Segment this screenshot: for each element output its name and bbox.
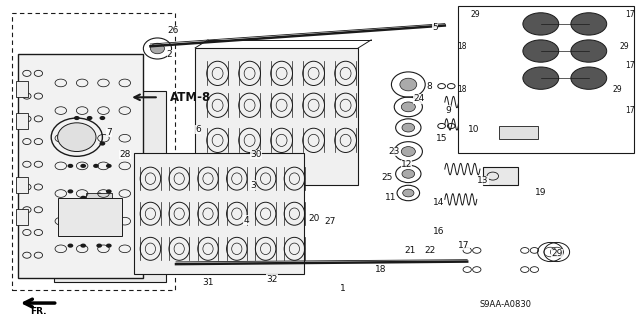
- Text: 32: 32: [266, 275, 278, 284]
- Text: S9AA-A0830: S9AA-A0830: [479, 300, 532, 309]
- Text: 10: 10: [468, 125, 479, 134]
- Ellipse shape: [402, 123, 415, 132]
- Text: 22: 22: [424, 246, 436, 255]
- Bar: [12, 13, 175, 290]
- Bar: [16, 113, 28, 129]
- Text: 20: 20: [308, 214, 319, 223]
- Bar: [16, 177, 28, 193]
- Text: 28: 28: [119, 150, 131, 159]
- Bar: [483, 167, 518, 185]
- Ellipse shape: [74, 142, 79, 145]
- Text: 16: 16: [433, 227, 444, 236]
- Ellipse shape: [523, 13, 559, 35]
- Text: 9: 9: [445, 106, 451, 115]
- Bar: [195, 48, 358, 185]
- Ellipse shape: [106, 189, 112, 193]
- Ellipse shape: [403, 189, 414, 197]
- Ellipse shape: [81, 244, 86, 248]
- Text: 29: 29: [470, 10, 480, 19]
- Ellipse shape: [150, 43, 164, 54]
- Text: 29: 29: [619, 42, 629, 51]
- Text: 29: 29: [612, 85, 623, 94]
- Ellipse shape: [100, 116, 105, 120]
- Text: 2: 2: [167, 50, 172, 59]
- Bar: [16, 209, 28, 225]
- Text: 11: 11: [385, 193, 396, 202]
- Text: 5: 5: [433, 23, 438, 32]
- Ellipse shape: [87, 116, 93, 120]
- Ellipse shape: [571, 40, 607, 62]
- Text: 24: 24: [413, 94, 425, 103]
- Ellipse shape: [401, 102, 415, 112]
- Text: FR.: FR.: [30, 307, 47, 316]
- Text: 23: 23: [388, 147, 399, 156]
- Ellipse shape: [74, 116, 79, 120]
- Ellipse shape: [523, 67, 559, 89]
- Bar: [54, 91, 166, 282]
- Ellipse shape: [81, 218, 86, 222]
- Text: 25: 25: [381, 173, 393, 182]
- Ellipse shape: [106, 244, 112, 248]
- Text: 18: 18: [458, 42, 467, 51]
- Ellipse shape: [97, 218, 102, 222]
- Text: 4: 4: [244, 216, 249, 225]
- Text: 15: 15: [436, 134, 447, 143]
- Text: 12: 12: [401, 160, 412, 169]
- Ellipse shape: [97, 244, 102, 248]
- Ellipse shape: [68, 164, 73, 168]
- Ellipse shape: [68, 189, 73, 193]
- Text: 17: 17: [625, 10, 636, 19]
- Text: 17: 17: [458, 241, 470, 250]
- Text: 18: 18: [375, 265, 387, 274]
- Text: 8: 8: [426, 82, 431, 91]
- Text: 26: 26: [167, 26, 179, 35]
- Text: 1: 1: [340, 284, 345, 293]
- Text: 17: 17: [625, 61, 636, 70]
- Ellipse shape: [571, 13, 607, 35]
- Text: ATM-8: ATM-8: [170, 91, 211, 104]
- Ellipse shape: [523, 40, 559, 62]
- Ellipse shape: [106, 164, 112, 168]
- Ellipse shape: [400, 78, 417, 91]
- Text: 7: 7: [106, 128, 111, 137]
- Text: 19: 19: [535, 189, 547, 197]
- Ellipse shape: [401, 147, 415, 156]
- Text: 30: 30: [250, 150, 262, 159]
- Ellipse shape: [100, 142, 105, 145]
- Text: 6: 6: [196, 125, 201, 134]
- Ellipse shape: [571, 67, 607, 89]
- Ellipse shape: [81, 164, 86, 168]
- Ellipse shape: [402, 169, 415, 178]
- Text: 13: 13: [477, 176, 489, 185]
- Ellipse shape: [87, 142, 93, 145]
- Text: 17: 17: [625, 106, 636, 115]
- Bar: [58, 198, 122, 236]
- Ellipse shape: [97, 192, 102, 197]
- Text: 27: 27: [324, 217, 335, 226]
- Bar: [499, 126, 538, 139]
- Text: 18: 18: [458, 85, 467, 94]
- Bar: [86, 193, 112, 207]
- Text: 3: 3: [250, 181, 255, 189]
- Text: 29: 29: [551, 249, 563, 258]
- Text: 21: 21: [404, 246, 415, 255]
- Ellipse shape: [93, 164, 99, 168]
- Ellipse shape: [68, 218, 73, 222]
- Ellipse shape: [106, 218, 112, 222]
- Ellipse shape: [81, 196, 86, 200]
- Text: 14: 14: [433, 198, 444, 207]
- Ellipse shape: [68, 244, 73, 248]
- Bar: [134, 153, 304, 274]
- Bar: [18, 54, 143, 278]
- Text: 31: 31: [202, 278, 214, 287]
- Bar: [458, 6, 634, 153]
- Ellipse shape: [58, 123, 96, 152]
- Bar: [16, 81, 28, 97]
